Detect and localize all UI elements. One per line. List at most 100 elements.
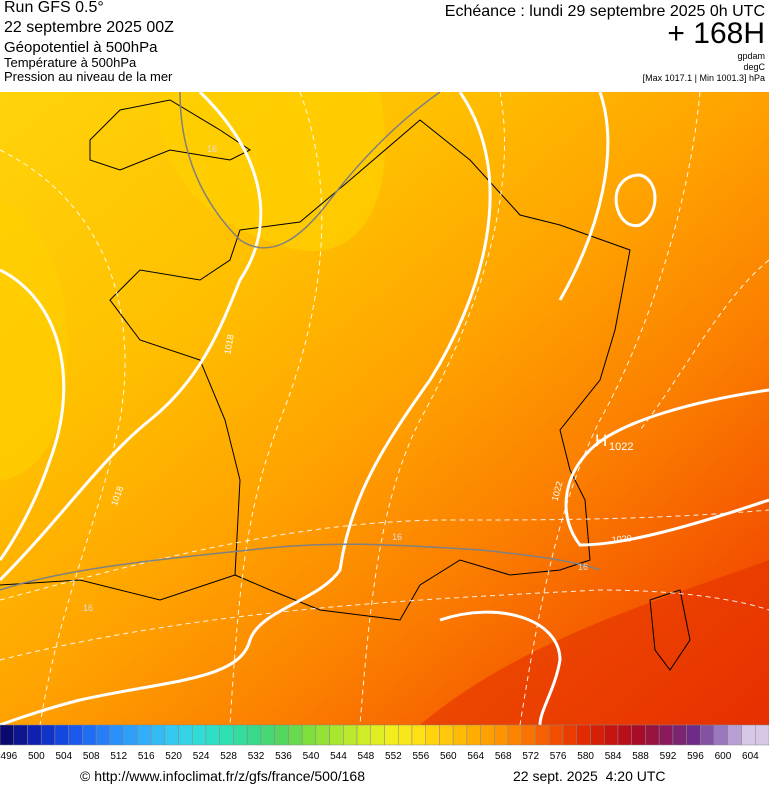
colorbar-swatch <box>590 724 605 746</box>
colorbar-swatch <box>0 724 14 746</box>
colorbar-swatch <box>274 724 289 746</box>
colorbar-swatch <box>535 724 550 746</box>
isotherm-label: 16 <box>392 532 402 542</box>
colorbar-swatch <box>411 724 426 746</box>
colorbar-label: 568 <box>495 751 512 762</box>
colorbar-label: 596 <box>687 751 704 762</box>
high-letter: H <box>595 431 607 450</box>
colorbar-swatch <box>397 724 413 746</box>
map <box>0 92 769 725</box>
isotherm-label: 16 <box>207 144 217 154</box>
colorbar-swatch <box>40 724 56 746</box>
footer-url: © http://www.infoclimat.fr/z/gfs/france/… <box>80 768 365 784</box>
colorbar-swatch <box>631 724 646 746</box>
colorbar-swatch <box>219 724 234 746</box>
colorbar-label: 496 <box>1 751 18 762</box>
colorbar-label: 524 <box>193 751 210 762</box>
colorbar-swatch <box>82 724 97 746</box>
colorbar-swatch <box>549 724 564 746</box>
colorbar-swatch <box>741 724 756 746</box>
unit: degC <box>743 62 765 72</box>
colorbar-label: 552 <box>385 751 402 762</box>
colorbar-label: 584 <box>605 751 622 762</box>
colorbar-swatch <box>315 724 330 746</box>
colorbar-swatch <box>713 724 729 746</box>
colorbar-label: 512 <box>110 751 127 762</box>
isotherm-label: 16 <box>578 562 588 572</box>
colorbar-swatch <box>672 724 687 746</box>
colorbar-swatch <box>700 724 715 746</box>
header-line: Run GFS 0.5° <box>4 0 104 16</box>
colorbar-label: 544 <box>330 751 347 762</box>
colorbar-swatch <box>686 724 701 746</box>
colorbar-swatch <box>343 724 358 746</box>
colorbar-label: 560 <box>440 751 457 762</box>
echeance: Echéance : lundi 29 septembre 2025 0h UT… <box>445 3 765 20</box>
colorbar-swatch <box>150 724 166 746</box>
colorbar-swatch <box>562 724 578 746</box>
colorbar-swatch <box>576 724 591 746</box>
colorbar-label: 556 <box>412 751 429 762</box>
colorbar-label: 520 <box>165 751 182 762</box>
colorbar-swatch <box>95 724 111 746</box>
colorbar-swatch <box>466 724 481 746</box>
colorbar-swatch <box>246 724 262 746</box>
colorbar-label: 536 <box>275 751 292 762</box>
colorbar-swatch <box>329 724 344 746</box>
colorbar-swatch <box>109 724 124 746</box>
colorbar-label: 540 <box>303 751 320 762</box>
isobar-label: 1018 <box>222 334 235 355</box>
colorbar-label: 516 <box>138 751 155 762</box>
colorbar-swatch <box>452 724 468 746</box>
colorbar-swatch <box>13 724 28 746</box>
colorbar-swatch <box>233 724 248 746</box>
colorbar-swatch <box>507 724 523 746</box>
colorbar-swatch <box>617 724 632 746</box>
colorbar-swatch <box>425 724 440 746</box>
header-line: Géopotentiel à 500hPa <box>4 39 158 56</box>
colorbar-label: 572 <box>522 751 539 762</box>
colorbar-swatch <box>68 724 83 746</box>
header-line: Température à 500hPa <box>4 55 137 70</box>
colorbar-label: 576 <box>550 751 567 762</box>
footer-date: 22 sept. 2025 4:20 UTC <box>513 768 666 784</box>
colorbar-swatch <box>178 724 193 746</box>
colorbar-swatch <box>301 724 317 746</box>
colorbar-swatch <box>521 724 536 746</box>
colorbar-label: 528 <box>220 751 237 762</box>
colorbar-swatch <box>480 724 495 746</box>
colorbar-swatch <box>727 724 742 746</box>
colorbar-swatch <box>439 724 454 746</box>
range: + 168H <box>667 17 765 50</box>
isobar-label: 1020 <box>611 533 632 545</box>
colorbar-swatch <box>260 724 275 746</box>
colorbar-swatch <box>54 724 69 746</box>
colorbar-swatch <box>645 724 660 746</box>
colorbar-swatch <box>288 724 303 746</box>
colorbar-label: 592 <box>660 751 677 762</box>
colorbar-swatch <box>755 724 769 746</box>
colorbar-label: 548 <box>358 751 375 762</box>
colorbar-label: 588 <box>632 751 649 762</box>
colorbar-swatch <box>494 724 509 746</box>
colorbar-swatch <box>192 724 207 746</box>
colorbar-swatch <box>658 724 674 746</box>
unit: [Max 1017.1 | Min 1001.3] hPa <box>643 73 765 83</box>
colorbar-swatch <box>356 724 372 746</box>
colorbar-swatch <box>27 724 42 746</box>
colorbar-swatch <box>164 724 179 746</box>
colorbar-swatch <box>384 724 399 746</box>
high-value: 1022 <box>609 441 633 453</box>
colorbar-label: 504 <box>55 751 72 762</box>
colorbar-label: 500 <box>28 751 45 762</box>
colorbar-swatch <box>123 724 138 746</box>
colorbar-label: 564 <box>467 751 484 762</box>
header-line: 22 septembre 2025 00Z <box>4 19 174 36</box>
colorbar-label: 532 <box>248 751 265 762</box>
colorbar-label: 604 <box>742 751 759 762</box>
colorbar-label: 580 <box>577 751 594 762</box>
colorbar-swatch <box>205 724 220 746</box>
header-line: Pression au niveau de la mer <box>4 69 173 84</box>
colorbar-swatch <box>137 724 152 746</box>
